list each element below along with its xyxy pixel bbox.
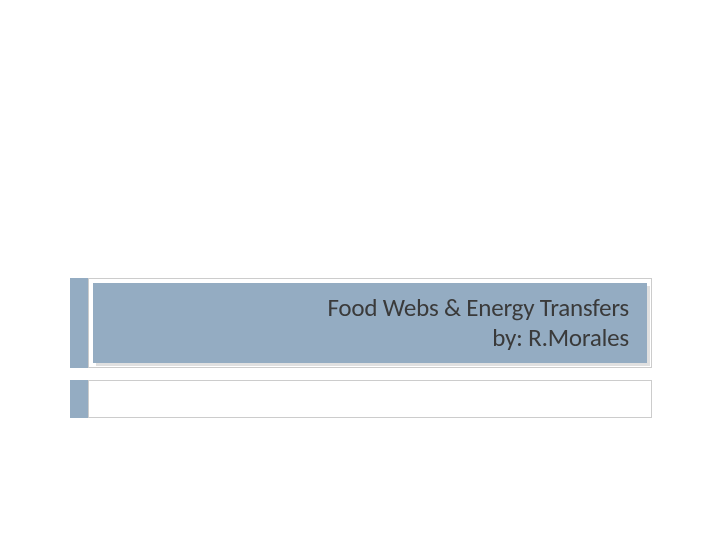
title-line-2: by: R.Morales	[103, 323, 629, 353]
subtitle-block	[70, 380, 652, 418]
title-fill: Food Webs & Energy Transfers by: R.Moral…	[93, 283, 647, 363]
slide-content: Food Webs & Energy Transfers by: R.Moral…	[70, 278, 652, 418]
title-block: Food Webs & Energy Transfers by: R.Moral…	[70, 278, 652, 368]
subtitle-frame	[88, 380, 652, 418]
title-frame: Food Webs & Energy Transfers by: R.Moral…	[88, 278, 652, 368]
subtitle-accent-bar	[70, 380, 88, 418]
title-accent-bar	[70, 278, 88, 368]
title-line-1: Food Webs & Energy Transfers	[103, 293, 629, 323]
